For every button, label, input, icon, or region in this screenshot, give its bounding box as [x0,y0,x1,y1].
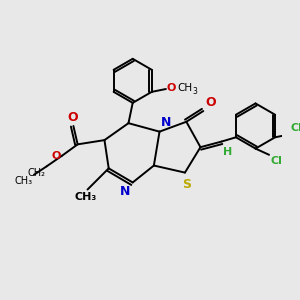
Text: H: H [223,147,232,157]
Text: CH: CH [178,83,193,93]
Text: Cl: Cl [290,123,300,133]
Text: CH₃: CH₃ [15,176,33,186]
Text: CH₃: CH₃ [75,192,97,202]
Text: O: O [51,151,60,161]
Text: O: O [205,96,216,109]
Text: N: N [120,185,130,198]
Text: 3: 3 [192,87,197,96]
Text: O: O [167,83,176,93]
Text: N: N [161,116,171,129]
Text: O: O [67,111,78,124]
Text: Cl: Cl [270,156,282,166]
Text: CH₂: CH₂ [28,168,46,178]
Text: S: S [182,178,191,191]
